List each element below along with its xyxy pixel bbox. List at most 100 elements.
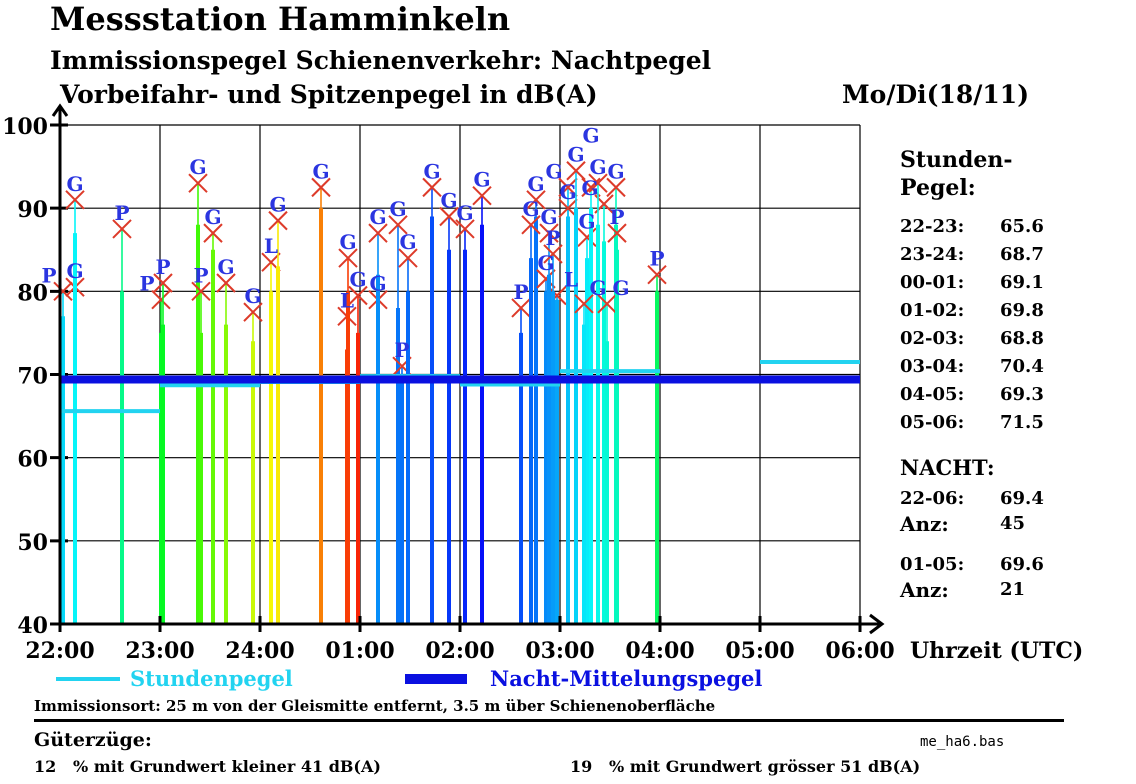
hour-range: 22-23: xyxy=(900,216,965,237)
event-label: G xyxy=(567,143,584,167)
y-tick-label: 70 xyxy=(17,364,48,390)
x-tick-label: 23:00 xyxy=(125,638,194,664)
peak-marker xyxy=(472,185,492,206)
event-label: P xyxy=(155,255,170,279)
peak-marker xyxy=(243,302,263,322)
x-tick-label: 04:00 xyxy=(625,638,694,664)
hour-value: 69.1 xyxy=(1000,272,1044,293)
nacht-row-01-05: 01-05: 69.6 xyxy=(900,554,1044,576)
hourly-level-row: 01-02: 69.8 xyxy=(900,300,1044,322)
event-label: G xyxy=(440,188,457,212)
peak-marker xyxy=(588,173,608,193)
anz-value: 45 xyxy=(1000,513,1026,534)
peak-marker xyxy=(539,223,559,243)
event-label: G xyxy=(204,205,221,229)
high-pct-stat: 19 % mit Grundwert grösser 51 dB(A) xyxy=(570,756,920,778)
x-tick-label: 01:00 xyxy=(325,638,394,664)
hourly-level-row: 04-05: 69.3 xyxy=(900,384,1044,406)
peak-marker xyxy=(526,190,546,210)
event-label: G xyxy=(66,172,83,196)
event-label: G xyxy=(389,197,406,221)
event-label: P xyxy=(139,272,154,296)
low-pct-stat: 12 % mit Grundwert kleiner 41 dB(A) xyxy=(34,756,381,778)
nacht-anz-01-05: Anz: 21 xyxy=(900,578,1025,602)
event-label: G xyxy=(269,193,286,217)
hour-value: 69.8 xyxy=(1000,300,1044,321)
hour-range: 02-03: xyxy=(900,328,965,349)
event-label: P xyxy=(609,205,624,229)
high-pct-text: % mit Grundwert grösser 51 dB(A) xyxy=(608,757,921,776)
peak-marker xyxy=(203,223,223,243)
nacht-value: 69.6 xyxy=(1000,554,1044,575)
gueterzuege-heading: Güterzüge: xyxy=(34,729,152,751)
peak-marker xyxy=(597,294,617,314)
peak-marker xyxy=(398,248,418,268)
event-label: G xyxy=(66,259,83,283)
legend-nacht-label: Nacht-Mittelungspegel xyxy=(490,666,763,691)
low-pct-text: % mit Grundwert kleiner 41 dB(A) xyxy=(72,757,381,776)
high-pct-value: 19 xyxy=(570,757,593,776)
peak-marker xyxy=(606,177,626,198)
event-label: P xyxy=(394,338,409,362)
event-label: G xyxy=(537,251,554,275)
event-label: P xyxy=(114,201,129,225)
hour-range: 00-01: xyxy=(900,272,965,293)
event-label: G xyxy=(399,230,416,254)
immissionsort-note: Immissionsort: 25 m von der Gleismitte e… xyxy=(34,697,716,715)
y-tick-label: 90 xyxy=(17,197,48,223)
sidebar-heading-line1: Stunden- xyxy=(900,147,1013,173)
hourly-level-row: 05-06: 71.5 xyxy=(900,412,1044,434)
event-label: G xyxy=(522,197,539,221)
hour-value: 70.4 xyxy=(1000,356,1044,377)
peak-marker xyxy=(439,206,459,227)
peak-marker xyxy=(388,215,408,235)
peak-marker xyxy=(188,173,208,193)
y-tick-label: 50 xyxy=(17,530,48,556)
event-label: P xyxy=(649,247,664,271)
event-label: G xyxy=(312,159,329,183)
peak-marker xyxy=(566,161,586,181)
peak-marker xyxy=(311,177,331,198)
peak-marker xyxy=(536,269,556,289)
event-label: G xyxy=(578,209,595,233)
peak-marker xyxy=(368,223,388,243)
event-label: G xyxy=(339,230,356,254)
hourly-level-row: 23-24: 68.7 xyxy=(900,244,1044,266)
sidebar-heading-line2: Pegel: xyxy=(900,175,976,201)
y-tick-label: 60 xyxy=(17,447,48,473)
event-label: G xyxy=(349,267,366,291)
peak-marker xyxy=(65,190,85,210)
nacht-anz-22-06: Anz: 45 xyxy=(900,512,1025,536)
event-label: G xyxy=(217,255,234,279)
event-label: G xyxy=(607,159,624,183)
y-tick-label: 40 xyxy=(17,613,48,639)
event-label: G xyxy=(612,276,629,300)
x-axis-arrow xyxy=(869,613,885,635)
peak-marker xyxy=(574,294,594,314)
date-label: Mo/Di(18/11) xyxy=(842,80,1030,109)
event-label: G xyxy=(189,155,206,179)
footer-divider xyxy=(34,719,1064,722)
hourly-level-row: 00-01: 69.1 xyxy=(900,272,1044,294)
peak-marker xyxy=(558,198,578,218)
hour-range: 04-05: xyxy=(900,384,965,405)
event-label: L xyxy=(264,234,278,258)
event-label: G xyxy=(456,201,473,225)
peak-marker xyxy=(112,219,132,239)
event-label: G xyxy=(369,205,386,229)
page-title: Messstation Hamminkeln xyxy=(50,0,511,38)
x-tick-label: 05:00 xyxy=(725,638,794,664)
event-label: P xyxy=(513,280,528,304)
event-label: G xyxy=(369,272,386,296)
peak-marker xyxy=(53,281,73,302)
hourly-level-row: 22-23: 65.6 xyxy=(900,216,1044,238)
low-pct-value: 12 xyxy=(34,757,57,776)
hourly-level-row: 03-04: 70.4 xyxy=(900,356,1044,378)
hour-value: 65.6 xyxy=(1000,216,1044,237)
hour-value: 69.3 xyxy=(1000,384,1044,405)
peak-marker xyxy=(543,244,563,264)
chart-title: Vorbeifahr- und Spitzenpegel in dB(A) xyxy=(60,80,598,109)
peak-marker xyxy=(422,177,442,198)
event-label: P xyxy=(193,263,208,287)
